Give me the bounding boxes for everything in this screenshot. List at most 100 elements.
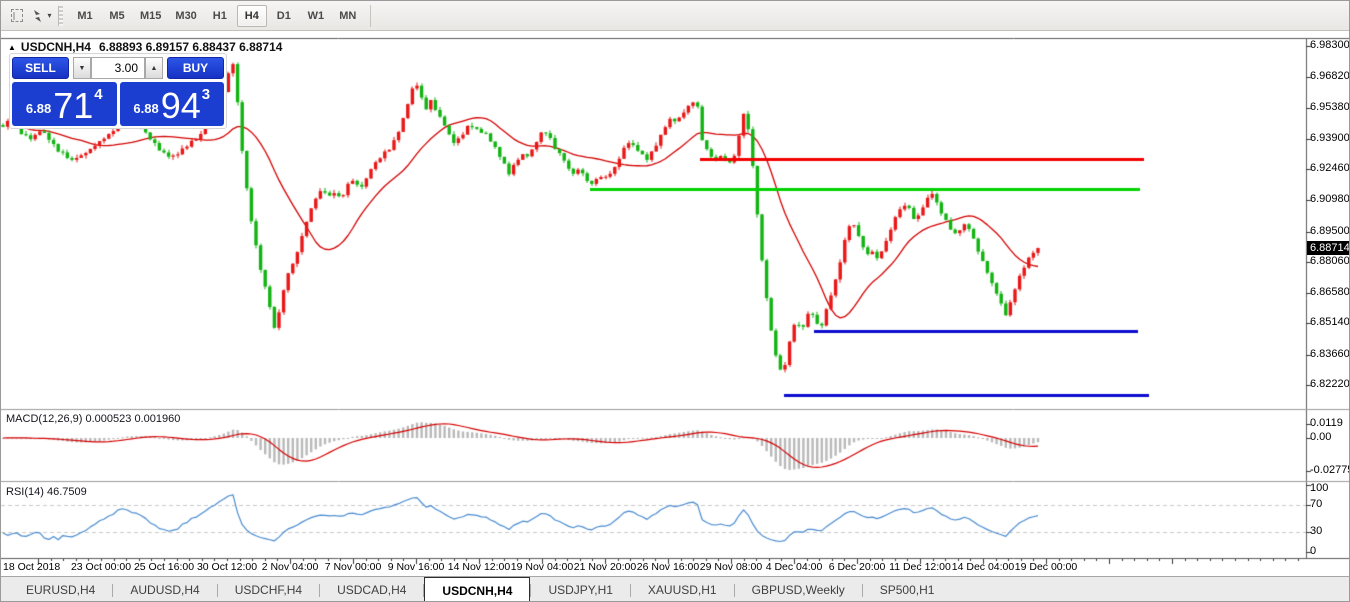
sell-price-sup: 4 (94, 86, 103, 103)
buy-price-prefix: 6.88 (133, 101, 159, 116)
tab-separator (733, 583, 735, 597)
sell-price-prefix: 6.88 (25, 101, 52, 116)
time-axis-label: 4 Dec 04:00 (765, 561, 823, 573)
tab-separator (530, 583, 532, 597)
time-axis-label: 26 Nov 16:00 (636, 561, 700, 573)
volume-input[interactable]: 3.00 (91, 57, 145, 79)
time-axis-label: 6 Dec 20:00 (828, 561, 886, 573)
tab-separator (629, 583, 631, 597)
chart-tab-SP500-H1[interactable]: SP500,H1 (879, 583, 935, 597)
caret-up-icon: ▲ (150, 64, 158, 72)
caret-down-icon: ▼ (78, 64, 86, 72)
ohlc-values-label: 6.88893 6.89157 6.88437 6.88714 (98, 40, 283, 54)
timeframe-button-M30[interactable]: M30 (175, 9, 197, 22)
timeframe-button-H1[interactable]: H1 (212, 9, 227, 22)
rsi-axis-label: 30 (1310, 525, 1323, 537)
price-axis-label: 6.85140 (1310, 316, 1350, 328)
macd-axis-label: 0.0119 (1310, 417, 1343, 429)
price-axis-label: 6.96820 (1310, 70, 1350, 82)
volume-increase-button[interactable]: ▲ (145, 57, 163, 79)
chart-tab-GBPUSD-Weekly[interactable]: GBPUSD,Weekly (751, 583, 845, 597)
rsi-axis-label: 100 (1310, 482, 1329, 494)
macd-value-main: 0.000523 (85, 413, 132, 425)
arrange-arrows-glyph (34, 9, 42, 22)
chart-tab-AUDUSD-H4[interactable]: AUDUSD,H4 (130, 583, 200, 597)
price-axis-label: 6.88060 (1310, 255, 1350, 267)
dropdown-caret-icon[interactable]: ▾ (47, 11, 52, 20)
chart-tab-USDJPY-H1[interactable]: USDJPY,H1 (548, 583, 613, 597)
price-axis-label: 6.89500 (1310, 225, 1350, 237)
rsi-axis-label: 70 (1310, 498, 1323, 510)
chart-title: ▲ USDCNH,H4 6.88893 6.89157 6.88437 6.88… (8, 40, 282, 54)
current-price-tag: 6.88714 (1307, 241, 1349, 255)
timeframe-button-W1[interactable]: W1 (307, 9, 325, 22)
buy-price-box[interactable]: 6.88 94 3 (119, 82, 224, 126)
macd-value-signal: 0.001960 (134, 413, 181, 425)
buy-price-big: 94 (160, 85, 201, 126)
tab-separator (216, 583, 218, 597)
chart-tab-XAUUSD-H1[interactable]: XAUUSD,H1 (647, 583, 717, 597)
trade-panel-prices-row: 6.88 71 4 6.88 94 3 (12, 82, 224, 126)
time-axis-label: 14 Dec 04:00 (951, 561, 1015, 573)
price-axis-label: 6.95380 (1310, 101, 1350, 113)
buy-button[interactable]: BUY (167, 57, 224, 79)
buy-price-sup: 3 (201, 86, 211, 103)
time-axis-label: 7 Nov 00:00 (324, 561, 382, 573)
selection-rectangle-icon[interactable] (6, 5, 28, 27)
toolbar-grip[interactable] (58, 5, 63, 26)
price-axis-label: 6.93900 (1310, 132, 1350, 144)
time-axis-label: 19 Dec 00:00 (1014, 561, 1078, 573)
timeframe-button-H4[interactable]: H4 (236, 4, 267, 27)
tab-separator (112, 583, 114, 597)
toolbar-separator (369, 4, 371, 27)
subwindow-toggle-icon[interactable]: ▲ (8, 42, 16, 52)
time-axis-label: 11 Dec 12:00 (889, 561, 951, 573)
time-axis-label: 14 Nov 12:00 (447, 561, 511, 573)
timeframe-button-M15[interactable]: M15 (140, 9, 162, 22)
macd-axis-label: 0.00 (1310, 431, 1332, 443)
volume-decrease-button[interactable]: ▼ (73, 57, 91, 79)
rsi-value: 46.7509 (46, 486, 87, 498)
time-axis-label: 29 Nov 08:00 (699, 561, 763, 573)
price-axis-label: 6.92460 (1310, 162, 1350, 174)
tab-separator (319, 583, 321, 597)
timeframe-button-D1[interactable]: D1 (276, 9, 291, 22)
timeframe-button-MN[interactable]: MN (339, 9, 357, 22)
time-axis-label: 2 Nov 04:00 (261, 561, 319, 573)
timeframe-button-M5[interactable]: M5 (109, 9, 125, 22)
price-axis-label: 6.86580 (1310, 286, 1350, 298)
chart-tab-USDCHF-H4[interactable]: USDCHF,H4 (234, 583, 303, 597)
chart-tab-USDCNH-H4[interactable]: USDCNH,H4 (424, 577, 531, 601)
one-click-trading-panel: SELL ▼ 3.00 ▲ BUY 6.88 71 4 6.88 94 3 (9, 53, 227, 129)
time-axis-label: 18 Oct 2018 (3, 561, 61, 573)
toolbar: ▾ M1 M5 M15 M30 H1 H4 D1 W1 MN (1, 1, 1349, 31)
price-axis-label: 6.82220 (1310, 378, 1350, 390)
chart-tab-USDCAD-H4[interactable]: USDCAD,H4 (337, 583, 407, 597)
timeframe-button-M1[interactable]: M1 (77, 9, 93, 22)
macd-label: MACD(12,26,9) 0.000523 0.001960 (6, 413, 181, 425)
timeframe-button-group: M1 M5 M15 M30 H1 H4 D1 W1 MN (69, 4, 364, 27)
tab-separator (861, 583, 863, 597)
rsi-axis-label: 0 (1310, 545, 1317, 557)
time-axis-label: 30 Oct 12:00 (196, 561, 258, 573)
tab-separator (423, 583, 425, 597)
price-axis-label: 6.90980 (1310, 193, 1350, 205)
time-axis-label: 25 Oct 16:00 (133, 561, 195, 573)
time-axis-label: 21 Nov 20:00 (573, 561, 637, 573)
price-axis-label: 6.98300 (1310, 39, 1350, 51)
price-axis-label: 6.83660 (1310, 348, 1350, 360)
sell-button[interactable]: SELL (12, 57, 69, 79)
macd-axis-label: -0.027754 (1310, 464, 1349, 476)
time-axis-label: 9 Nov 16:00 (387, 561, 445, 573)
trade-panel-controls-row: SELL ▼ 3.00 ▲ BUY (12, 56, 224, 80)
chart-tab-EURUSD-H4[interactable]: EURUSD,H4 (26, 583, 96, 597)
chart-tab-bar: EURUSD,H4 AUDUSD,H4 USDCHF,H4 USDCAD,H4 USDC… (1, 576, 1349, 601)
rsi-label: RSI(14) 46.7509 (6, 486, 87, 498)
time-axis-label: 19 Nov 04:00 (510, 561, 574, 573)
time-axis-label: 23 Oct 00:00 (70, 561, 132, 573)
arrange-charts-icon[interactable]: ▾ (30, 5, 52, 27)
sell-price-box[interactable]: 6.88 71 4 (12, 82, 117, 126)
symbol-period-label: USDCNH,H4 (20, 40, 91, 54)
sell-price-big: 71 (53, 85, 94, 126)
